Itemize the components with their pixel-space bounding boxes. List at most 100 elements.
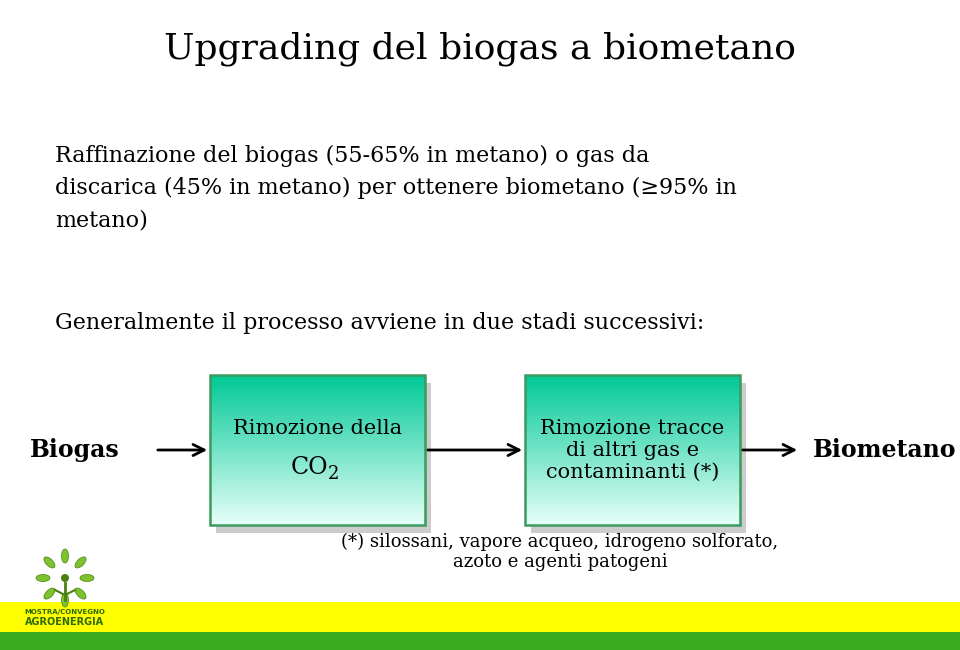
Bar [525, 425, 740, 428]
Bar [525, 374, 740, 377]
Bar [210, 467, 425, 469]
Bar [210, 446, 425, 448]
Bar [525, 380, 740, 382]
Text: (*) silossani, vapore acqueo, idrogeno solforato,: (*) silossani, vapore acqueo, idrogeno s… [342, 533, 779, 551]
Bar [525, 482, 740, 484]
Bar [525, 412, 740, 415]
Bar [525, 431, 740, 433]
Bar [210, 523, 425, 525]
Bar [525, 455, 740, 458]
Bar [210, 480, 425, 482]
Bar [525, 470, 740, 473]
Bar [525, 493, 740, 495]
Text: Biometano: Biometano [813, 438, 957, 462]
Bar [210, 495, 425, 497]
Bar [210, 416, 425, 418]
Bar [525, 451, 740, 454]
Ellipse shape [44, 557, 55, 568]
Bar [525, 517, 740, 519]
Bar [210, 487, 425, 489]
Bar [210, 451, 425, 454]
Bar [210, 453, 425, 456]
Bar [210, 385, 425, 388]
Bar [210, 482, 425, 484]
Bar [210, 483, 425, 486]
Bar [210, 465, 425, 467]
Bar [210, 455, 425, 458]
Bar [210, 457, 425, 460]
Bar [210, 499, 425, 500]
Bar [210, 444, 425, 447]
Text: Raffinazione del biogas (55-65% in metano) o gas da
discarica (45% in metano) pe: Raffinazione del biogas (55-65% in metan… [55, 145, 737, 231]
Bar [210, 508, 425, 510]
Bar [525, 427, 740, 430]
Bar [210, 436, 425, 439]
Bar [525, 444, 740, 447]
Bar [525, 502, 740, 504]
Bar [210, 502, 425, 504]
Bar [210, 504, 425, 506]
Bar [210, 489, 425, 491]
Bar [210, 515, 425, 517]
Bar [525, 487, 740, 489]
Bar [525, 416, 740, 418]
Bar [525, 506, 740, 508]
Bar [525, 510, 740, 512]
Ellipse shape [75, 557, 86, 568]
Bar [525, 476, 740, 478]
Text: Biogas: Biogas [30, 438, 120, 462]
Bar [210, 442, 425, 445]
Bar [210, 406, 425, 409]
Bar [525, 468, 740, 471]
Bar [210, 485, 425, 488]
Bar [210, 491, 425, 493]
Bar [525, 384, 740, 386]
Bar [525, 385, 740, 388]
Bar [210, 521, 425, 523]
Bar [210, 408, 425, 411]
Bar [525, 408, 740, 411]
Bar [210, 500, 425, 502]
Ellipse shape [75, 588, 86, 599]
Bar [210, 476, 425, 478]
Bar [525, 387, 740, 390]
Bar [210, 391, 425, 394]
Bar [210, 389, 425, 392]
Bar [210, 474, 425, 476]
Bar [525, 495, 740, 497]
Text: contaminanti (*): contaminanti (*) [546, 463, 719, 482]
Bar [210, 512, 425, 514]
Text: 2: 2 [327, 465, 339, 483]
Bar [525, 434, 740, 437]
Bar [525, 500, 740, 502]
Bar [525, 453, 740, 456]
Bar [210, 506, 425, 508]
Bar [210, 412, 425, 415]
Ellipse shape [36, 575, 50, 582]
Bar [210, 401, 425, 403]
Bar [525, 508, 740, 510]
Bar [525, 483, 740, 486]
Bar [525, 401, 740, 403]
Bar [525, 436, 740, 439]
Bar [210, 387, 425, 390]
Text: Generalmente il processo avviene in due stadi successivi:: Generalmente il processo avviene in due … [55, 312, 705, 334]
Bar [210, 438, 425, 441]
Bar [0, 632, 960, 650]
Bar [525, 395, 740, 398]
Bar [531, 383, 746, 533]
Bar [525, 421, 740, 424]
Bar [210, 461, 425, 463]
Text: AGROENERGIA: AGROENERGIA [25, 617, 105, 627]
Bar [525, 402, 740, 405]
Bar [210, 493, 425, 495]
Bar [210, 427, 425, 430]
Bar [210, 404, 425, 407]
Text: azoto e agenti patogeni: azoto e agenti patogeni [453, 553, 667, 571]
Bar [525, 499, 740, 500]
Ellipse shape [44, 588, 55, 599]
Bar [210, 514, 425, 515]
Bar [525, 519, 740, 521]
Bar [210, 374, 425, 377]
Bar [210, 497, 425, 499]
